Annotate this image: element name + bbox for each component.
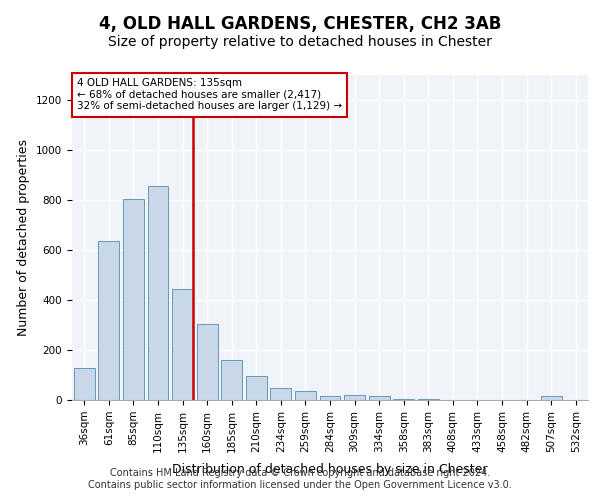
X-axis label: Distribution of detached houses by size in Chester: Distribution of detached houses by size …: [172, 463, 488, 476]
Bar: [418, 399, 439, 400]
Bar: [393, 399, 414, 400]
Bar: [246, 376, 267, 400]
Y-axis label: Number of detached properties: Number of detached properties: [17, 139, 31, 336]
Text: 4 OLD HALL GARDENS: 135sqm
← 68% of detached houses are smaller (2,417)
32% of s: 4 OLD HALL GARDENS: 135sqm ← 68% of deta…: [77, 78, 342, 112]
Bar: [221, 360, 242, 400]
Bar: [148, 186, 169, 400]
Bar: [541, 396, 562, 400]
Bar: [320, 396, 340, 400]
Bar: [123, 198, 144, 400]
Bar: [271, 388, 292, 400]
Bar: [172, 288, 193, 400]
Text: Contains HM Land Registry data © Crown copyright and database right 2024.
Contai: Contains HM Land Registry data © Crown c…: [88, 468, 512, 490]
Bar: [197, 324, 218, 400]
Text: 4, OLD HALL GARDENS, CHESTER, CH2 3AB: 4, OLD HALL GARDENS, CHESTER, CH2 3AB: [99, 15, 501, 33]
Bar: [295, 390, 316, 400]
Bar: [368, 396, 389, 400]
Text: Size of property relative to detached houses in Chester: Size of property relative to detached ho…: [108, 35, 492, 49]
Bar: [74, 368, 95, 400]
Bar: [98, 242, 119, 400]
Bar: [344, 395, 365, 400]
